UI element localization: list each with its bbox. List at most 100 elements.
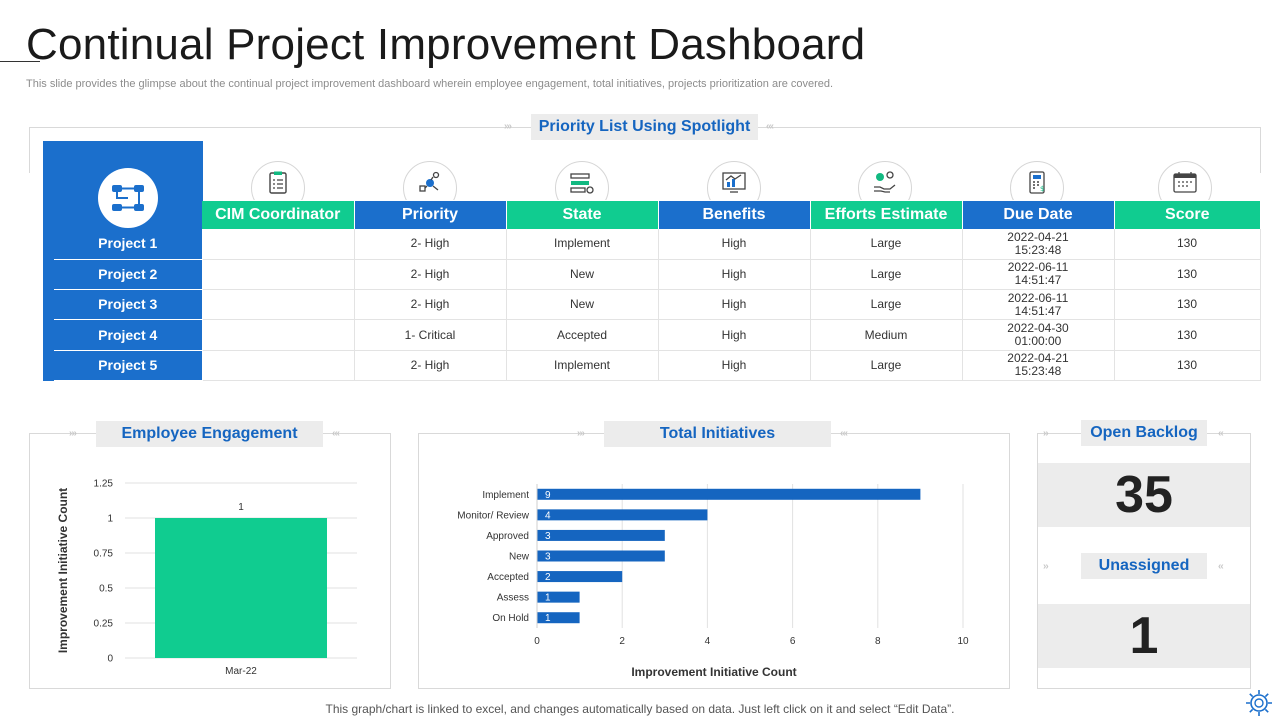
table-row: Project 4 1- Critical Accepted High Medi… xyxy=(54,319,1261,351)
bar xyxy=(537,529,665,541)
bar xyxy=(537,612,580,624)
table-row: Project 2 2- High New High Large 2022-06… xyxy=(54,259,1261,291)
benefits-cell: High xyxy=(658,229,811,260)
y-tick-label: 0.5 xyxy=(99,584,113,595)
bar xyxy=(537,591,580,603)
project-name-cell: Project 3 xyxy=(54,289,203,321)
y-tick-label: Monitor/ Review xyxy=(457,510,529,521)
data-label: 2 xyxy=(545,572,551,583)
header-empty xyxy=(54,201,202,229)
data-label: 3 xyxy=(545,531,551,542)
x-tick-label: 10 xyxy=(957,636,969,647)
state-cell: New xyxy=(506,289,659,321)
initiatives-chart: 0 2 4 6 8 10 9 Implement 4 Monitor/ Review 3 Approv… xyxy=(457,484,969,679)
col-header-score: Score xyxy=(1114,201,1260,229)
due-date-cell: 2022-04-21 15:23:48 xyxy=(962,350,1115,381)
state-cell: Accepted xyxy=(506,319,659,351)
y-tick-label: 0.25 xyxy=(94,619,114,630)
y-tick-label: Approved xyxy=(486,531,529,542)
page-subtitle: This slide provides the glimpse about th… xyxy=(26,78,834,90)
bar xyxy=(155,518,327,658)
y-tick-label: New xyxy=(509,552,530,563)
project-name-cell: Project 1 xyxy=(54,229,203,260)
col-header-priority: Priority xyxy=(354,201,507,229)
x-tick-label: 4 xyxy=(705,636,711,647)
project-name-cell: Project 5 xyxy=(54,350,203,381)
efforts-cell: Large xyxy=(810,289,963,321)
score-cell: 130 xyxy=(1114,229,1261,260)
x-tick-label: 0 xyxy=(534,636,540,647)
data-label: 3 xyxy=(545,552,551,563)
priority-cell: 2- High xyxy=(354,350,507,381)
y-tick-label: Assess xyxy=(497,593,529,604)
table-row: Project 5 2- High Implement High Large 2… xyxy=(54,350,1261,381)
efforts-cell: Large xyxy=(810,350,963,381)
due-date-time: 15:23:48 xyxy=(1014,242,1062,257)
priority-table: CIM Coordinator Priority State Benefits … xyxy=(54,201,1261,381)
col-header-benefits: Benefits xyxy=(658,201,811,229)
y-tick-label: 0.75 xyxy=(94,549,114,560)
initiatives-heading: Total Initiatives xyxy=(604,421,831,447)
gear-icon xyxy=(1244,688,1274,720)
y-tick-label: Implement xyxy=(482,490,529,501)
coordinator-cell xyxy=(202,319,355,351)
chevron-left-deco-icon: ‹‹ xyxy=(1218,428,1224,439)
due-date-time: 01:00:00 xyxy=(1014,334,1062,349)
svg-text:$: $ xyxy=(1040,185,1044,193)
col-header-cim-coordinator: CIM Coordinator xyxy=(202,201,355,229)
due-date-time: 14:51:47 xyxy=(1014,303,1062,318)
data-label: 1 xyxy=(545,593,551,604)
efforts-cell: Large xyxy=(810,229,963,260)
chevron-right-deco-icon: ››› xyxy=(504,121,512,132)
due-date-day: 2022-04-21 xyxy=(1007,229,1069,244)
project-name-cell: Project 2 xyxy=(54,259,203,291)
bar xyxy=(537,509,708,521)
bar xyxy=(537,488,921,500)
open-backlog-value: 35 xyxy=(1038,463,1250,527)
table-row: Project 3 2- High New High Large 2022-06… xyxy=(54,289,1261,321)
coordinator-cell xyxy=(202,289,355,321)
table-header-row: CIM Coordinator Priority State Benefits … xyxy=(54,201,1260,229)
due-date-cell: 2022-06-11 14:51:47 xyxy=(962,289,1115,321)
bar xyxy=(537,550,665,562)
y-axis-title: Improvement Initiative Count xyxy=(56,488,70,653)
state-cell: New xyxy=(506,259,659,291)
data-label: 1 xyxy=(545,613,551,624)
benefits-cell: High xyxy=(658,259,811,291)
score-cell: 130 xyxy=(1114,259,1261,291)
chevron-right-deco-icon: ››› xyxy=(577,428,585,439)
due-date-cell: 2022-04-30 01:00:00 xyxy=(962,319,1115,351)
coordinator-cell xyxy=(202,350,355,381)
due-date-day: 2022-04-21 xyxy=(1007,351,1069,366)
due-date-day: 2022-04-30 xyxy=(1007,321,1069,336)
state-cell: Implement xyxy=(506,350,659,381)
priority-cell: 2- High xyxy=(354,289,507,321)
y-tick-label: 1 xyxy=(107,514,113,525)
x-axis-title: Improvement Initiative Count xyxy=(631,665,796,679)
due-date-cell: 2022-06-11 14:51:47 xyxy=(962,259,1115,291)
data-label: 1 xyxy=(238,502,244,513)
engagement-heading: Employee Engagement xyxy=(96,421,323,447)
due-date-day: 2022-06-11 xyxy=(1007,290,1069,305)
due-date-day: 2022-06-11 xyxy=(1007,260,1069,275)
chevron-left-deco-icon: ‹‹‹ xyxy=(840,428,848,439)
chevron-left-deco-icon: ‹‹‹ xyxy=(332,428,340,439)
unassigned-heading: Unassigned xyxy=(1081,553,1207,579)
data-label: 9 xyxy=(545,490,551,501)
due-date-time: 14:51:47 xyxy=(1014,273,1062,288)
footer-note: This graph/chart is linked to excel, and… xyxy=(325,702,955,716)
x-tick-label: Mar-22 xyxy=(225,666,257,677)
workflow-icon xyxy=(98,168,158,228)
page-title: Continual Project Improvement Dashboard xyxy=(26,20,866,69)
chevron-right-deco-icon: ››› xyxy=(69,428,77,439)
efforts-cell: Medium xyxy=(810,319,963,351)
state-cell: Implement xyxy=(506,229,659,260)
due-date-time: 15:23:48 xyxy=(1014,364,1062,379)
table-row: Project 1 2- High Implement High Large 2… xyxy=(54,229,1261,260)
x-tick-label: 6 xyxy=(790,636,796,647)
bar xyxy=(537,571,623,583)
score-cell: 130 xyxy=(1114,319,1261,351)
score-cell: 130 xyxy=(1114,289,1261,321)
y-tick-label: 0 xyxy=(107,654,113,665)
coordinator-cell xyxy=(202,259,355,291)
